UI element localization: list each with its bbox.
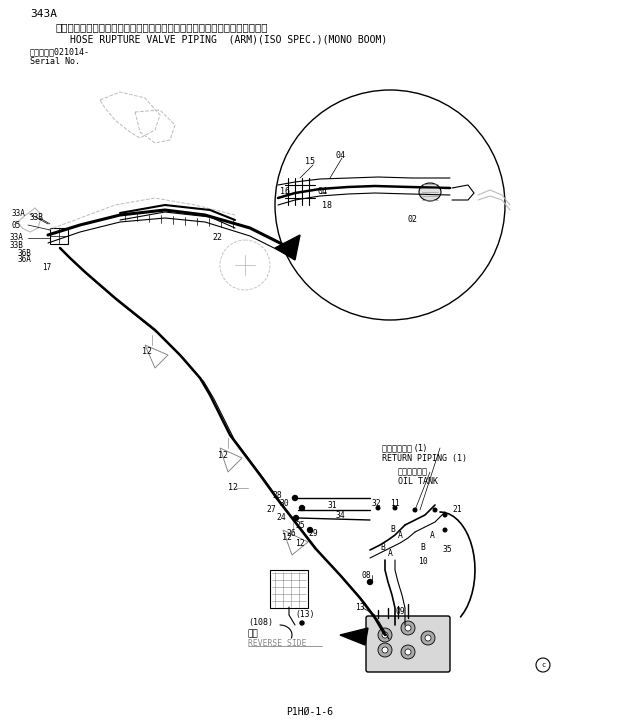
- Text: 34: 34: [336, 510, 346, 520]
- Text: OIL TANK: OIL TANK: [398, 478, 438, 487]
- Text: 12: 12: [282, 534, 292, 542]
- Text: オイルタンク: オイルタンク: [398, 468, 428, 476]
- Text: 27: 27: [266, 505, 276, 515]
- Circle shape: [405, 625, 411, 631]
- Text: 25: 25: [295, 521, 305, 529]
- Ellipse shape: [419, 183, 441, 201]
- Bar: [270, 570, 308, 608]
- Text: c: c: [541, 662, 545, 668]
- Text: 36B: 36B: [18, 248, 32, 258]
- Text: 08: 08: [362, 571, 372, 579]
- Text: (13): (13): [295, 610, 314, 620]
- Circle shape: [405, 649, 411, 655]
- Text: 15: 15: [305, 158, 315, 167]
- Text: 33B: 33B: [30, 214, 44, 222]
- Circle shape: [425, 635, 431, 641]
- FancyBboxPatch shape: [366, 616, 450, 672]
- Text: 05: 05: [12, 221, 21, 230]
- Circle shape: [300, 621, 304, 625]
- Text: HOSE RUPTURE VALVE PIPING  (ARM)(ISO SPEC.)(MONO BOOM): HOSE RUPTURE VALVE PIPING (ARM)(ISO SPEC…: [70, 35, 388, 45]
- Circle shape: [382, 632, 388, 638]
- Text: 33A: 33A: [12, 209, 26, 219]
- Text: 22: 22: [212, 234, 222, 243]
- Circle shape: [299, 505, 304, 510]
- Text: 17: 17: [42, 264, 51, 272]
- Circle shape: [378, 628, 392, 642]
- Text: 02: 02: [408, 216, 418, 224]
- Bar: [50, 228, 68, 244]
- Text: 18: 18: [322, 201, 332, 209]
- Text: REVERSE SIDE: REVERSE SIDE: [248, 639, 306, 647]
- Circle shape: [293, 495, 298, 500]
- Text: A: A: [430, 531, 435, 539]
- Text: 10: 10: [418, 557, 428, 566]
- Text: 33B: 33B: [10, 242, 24, 251]
- Text: B: B: [380, 544, 385, 552]
- Text: 16: 16: [280, 188, 290, 196]
- Polygon shape: [340, 628, 368, 645]
- Text: 11: 11: [390, 499, 400, 508]
- Circle shape: [382, 647, 388, 653]
- Text: B: B: [390, 526, 395, 534]
- Circle shape: [413, 508, 417, 512]
- Text: 09: 09: [395, 607, 405, 617]
- Text: 12: 12: [218, 450, 228, 460]
- Text: A: A: [388, 549, 393, 557]
- Circle shape: [401, 645, 415, 659]
- Text: 26: 26: [286, 529, 296, 537]
- Text: (108): (108): [248, 618, 273, 626]
- Text: 343A: 343A: [30, 9, 57, 19]
- Text: 36A: 36A: [18, 256, 32, 264]
- Text: 04: 04: [335, 151, 345, 159]
- Circle shape: [443, 529, 447, 532]
- Circle shape: [368, 579, 373, 584]
- Text: 12: 12: [295, 539, 305, 549]
- Circle shape: [421, 631, 435, 645]
- Circle shape: [401, 621, 415, 635]
- Text: 32: 32: [372, 499, 382, 508]
- Text: Serial No.: Serial No.: [30, 56, 80, 65]
- Circle shape: [376, 506, 380, 510]
- Circle shape: [308, 528, 312, 532]
- Circle shape: [378, 643, 392, 657]
- Text: リターン配管 (1): リターン配管 (1): [382, 444, 427, 452]
- Text: 31: 31: [328, 502, 338, 510]
- Text: 24: 24: [276, 513, 286, 523]
- Text: 13: 13: [355, 604, 365, 613]
- Text: 33A: 33A: [10, 234, 24, 243]
- Circle shape: [443, 513, 447, 517]
- Text: P1HØ-1-6: P1HØ-1-6: [286, 707, 334, 717]
- Text: 30: 30: [280, 500, 290, 508]
- Text: 28: 28: [272, 492, 281, 500]
- Text: 04: 04: [318, 188, 328, 196]
- Circle shape: [433, 508, 437, 512]
- Text: 21: 21: [452, 505, 462, 515]
- Circle shape: [393, 506, 397, 510]
- Text: 12: 12: [142, 348, 152, 356]
- Text: 29: 29: [308, 529, 317, 537]
- Text: ホースラプチャーバルブ配管（アーム）　（イスオ仕様）　（モノブーム）: ホースラプチャーバルブ配管（アーム） （イスオ仕様） （モノブーム）: [55, 22, 267, 32]
- Text: 裏面: 裏面: [248, 629, 259, 639]
- Text: 適用号機　021014-: 適用号機 021014-: [30, 48, 90, 56]
- Circle shape: [293, 515, 298, 521]
- Text: A: A: [398, 531, 403, 539]
- Text: 35: 35: [443, 545, 453, 555]
- Text: B: B: [420, 544, 425, 552]
- Text: RETURN PIPING (1): RETURN PIPING (1): [382, 453, 467, 463]
- Polygon shape: [275, 235, 300, 260]
- Text: 12: 12: [228, 484, 238, 492]
